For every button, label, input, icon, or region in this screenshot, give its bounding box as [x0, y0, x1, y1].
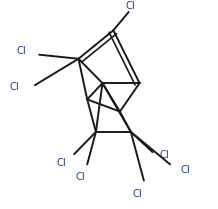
Text: Cl: Cl	[126, 1, 136, 11]
Text: Cl: Cl	[76, 172, 85, 182]
Text: Cl: Cl	[133, 189, 142, 199]
Text: Cl: Cl	[10, 82, 20, 92]
Text: Cl: Cl	[16, 46, 26, 56]
Text: Cl: Cl	[56, 158, 66, 168]
Text: Cl: Cl	[181, 166, 191, 175]
Text: Cl: Cl	[159, 150, 169, 160]
